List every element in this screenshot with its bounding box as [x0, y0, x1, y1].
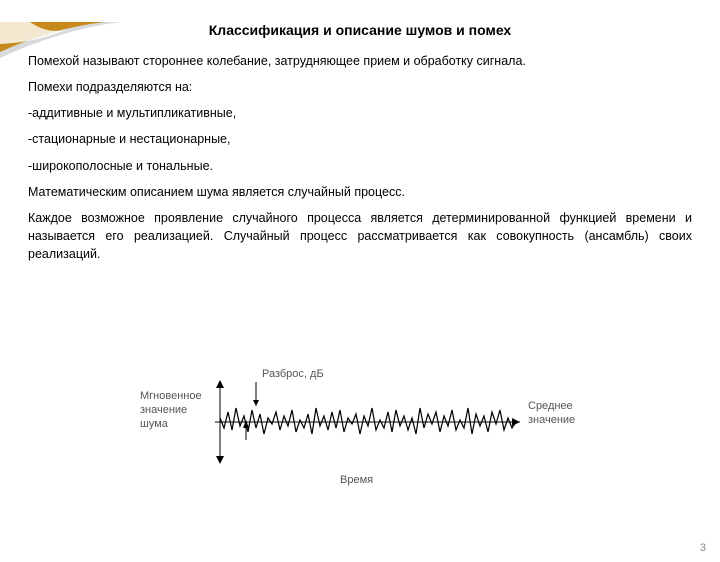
bullet-2: -стационарные и нестационарные, — [28, 130, 692, 148]
para-list-intro: Помехи подразделяются на: — [28, 78, 692, 96]
para-definition: Помехой называют стороннее колебание, за… — [28, 52, 692, 70]
page-number: 3 — [700, 542, 706, 554]
label-instant-1: Мгновенное — [140, 390, 202, 402]
label-mean-2: значение — [528, 414, 575, 426]
body-text: Помехой называют стороннее колебание, за… — [0, 38, 720, 263]
bullet-3: -широкополосные и тональные. — [28, 157, 692, 175]
corner-decoration — [0, 22, 120, 64]
para-math-desc: Математическим описанием шума является с… — [28, 183, 692, 201]
label-time: Время — [340, 474, 373, 486]
label-spread: Разброс, дБ — [262, 368, 324, 380]
label-instant-3: шума — [140, 418, 168, 430]
para-realization: Каждое возможное проявление случайного п… — [28, 209, 692, 263]
noise-figure: Мгновенное значение шума Разброс, дБ Сре… — [140, 362, 580, 512]
label-instant-2: значение — [140, 404, 187, 416]
label-mean-1: Среднее — [528, 400, 573, 412]
bullet-1: -аддитивные и мультипликативные, — [28, 104, 692, 122]
noise-chart-svg — [140, 362, 580, 512]
